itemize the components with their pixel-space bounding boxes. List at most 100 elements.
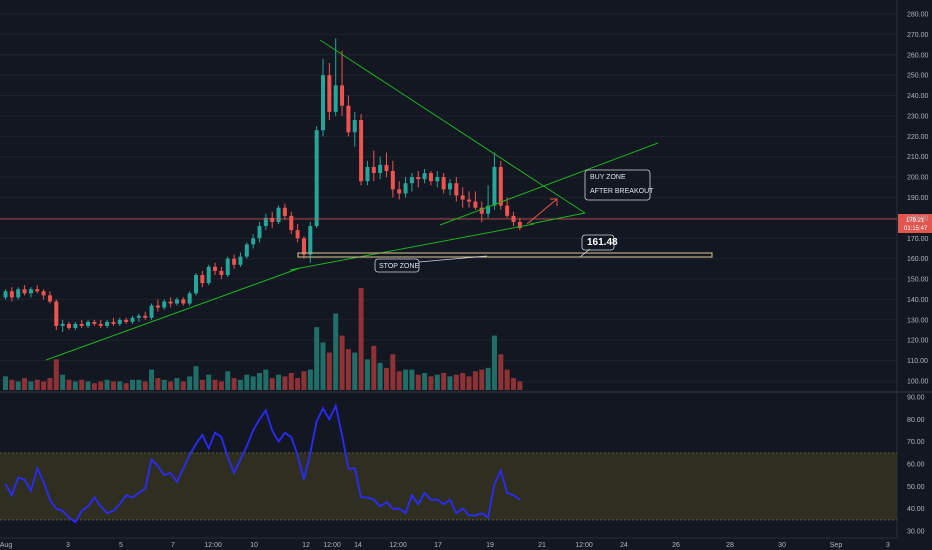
- volume-bar: [53, 359, 59, 390]
- candle: [352, 111, 357, 147]
- candle-body: [181, 299, 186, 304]
- candle: [327, 62, 332, 121]
- volume-bar: [98, 381, 104, 390]
- candle-body: [98, 323, 103, 326]
- volume-bar: [110, 381, 116, 390]
- volume-bar: [517, 381, 523, 390]
- candle: [263, 213, 268, 231]
- candle-body: [467, 199, 472, 202]
- candles: [3, 38, 522, 333]
- volume-bar: [231, 378, 237, 390]
- candle-body: [206, 266, 211, 284]
- volume-bar: [187, 376, 193, 390]
- candle: [130, 315, 135, 324]
- candle-body: [321, 75, 325, 131]
- candle: [428, 170, 433, 186]
- candle-body: [486, 205, 491, 214]
- price-tick-label: 210.00: [907, 154, 929, 161]
- candle: [168, 297, 173, 308]
- volume-bar: [504, 369, 510, 390]
- candle: [340, 50, 345, 116]
- time-tick-label: 21: [538, 542, 546, 549]
- candle-body: [41, 291, 46, 296]
- candle: [143, 311, 148, 320]
- price-axis[interactable]: 280.00 270.00 260.00 250.00 240.00 230.00 220.…: [907, 12, 929, 386]
- candle: [441, 173, 446, 194]
- candle: [98, 319, 103, 328]
- candle-body: [460, 195, 465, 200]
- price-tick-label: 240.00: [907, 93, 929, 100]
- level-161-label: 161.48: [587, 237, 618, 248]
- candle-body: [219, 270, 224, 275]
- volume-bar: [358, 288, 364, 390]
- volume-bar: [193, 366, 199, 390]
- candle: [308, 221, 313, 263]
- candle: [486, 185, 491, 218]
- candle-body: [28, 289, 33, 294]
- drawings[interactable]: [0, 39, 932, 361]
- volume-bar: [434, 374, 440, 390]
- candle: [473, 191, 478, 210]
- price-tick-label: 260.00: [907, 52, 929, 59]
- candle-body: [314, 130, 319, 227]
- volume-bar: [72, 381, 78, 390]
- time-tick-label: 3: [66, 542, 70, 549]
- price-tick-label: 120.00: [907, 338, 929, 345]
- candle: [270, 211, 275, 229]
- candle: [162, 299, 167, 310]
- trendline-breakout: [439, 142, 659, 226]
- candle-body: [155, 305, 160, 308]
- volume-bar: [269, 378, 275, 390]
- volume-bar: [155, 378, 161, 390]
- volume-bar: [28, 381, 34, 390]
- candle: [35, 285, 40, 294]
- volume-bar: [409, 369, 415, 390]
- time-tick-label: 17: [434, 542, 442, 549]
- candle: [22, 285, 27, 296]
- time-axis[interactable]: Aug 3 5 7 12:00 10 12 12:00 14 12:00 17 19 21 12:00 24…: [0, 537, 897, 549]
- candle: [60, 319, 65, 333]
- candle: [136, 313, 141, 322]
- rsi-tick-label: 50.00: [907, 484, 925, 491]
- triangle-base: [529, 212, 586, 225]
- stop-zone-label: STOP ZONE: [379, 263, 420, 270]
- candle: [213, 262, 218, 275]
- stop-zone-callout: [374, 258, 420, 273]
- volume-bar: [225, 371, 231, 390]
- volume-bar: [136, 379, 142, 390]
- candle: [92, 319, 97, 326]
- candle-body: [308, 226, 313, 255]
- time-tick-label: 30: [778, 542, 786, 549]
- volume-bar: [117, 381, 123, 390]
- candle: [206, 264, 211, 286]
- volume-bar: [123, 383, 129, 390]
- candle-body: [479, 207, 484, 214]
- candle: [9, 287, 14, 302]
- volume-bar: [295, 378, 301, 390]
- candle-body: [282, 207, 287, 216]
- candle: [47, 291, 52, 304]
- volume-bar: [174, 378, 180, 390]
- candle: [111, 317, 116, 326]
- candle-body: [3, 291, 8, 298]
- candle: [28, 287, 33, 298]
- candle: [498, 160, 503, 210]
- rsi-axis[interactable]: 90.00 80.00 70.00 60.00 50.00 40.00 30.00: [907, 395, 925, 536]
- candle: [174, 297, 179, 306]
- volume-bar: [288, 373, 294, 390]
- after-breakout-label: AFTER BREAKOUT: [590, 188, 654, 195]
- candle-body: [54, 301, 59, 326]
- rsi-line: [4, 403, 521, 524]
- candle: [321, 58, 325, 137]
- rsi-tick-label: 80.00: [907, 417, 925, 424]
- candle: [194, 272, 198, 296]
- volume-bar: [22, 378, 28, 390]
- candle: [390, 160, 395, 198]
- time-tick-label: 10: [250, 542, 258, 549]
- volume-bar: [250, 376, 256, 390]
- candle-body: [473, 201, 478, 208]
- time-tick-label: 28: [726, 542, 734, 549]
- volume-bar: [130, 379, 135, 390]
- price-tick-label: 160.00: [907, 256, 929, 263]
